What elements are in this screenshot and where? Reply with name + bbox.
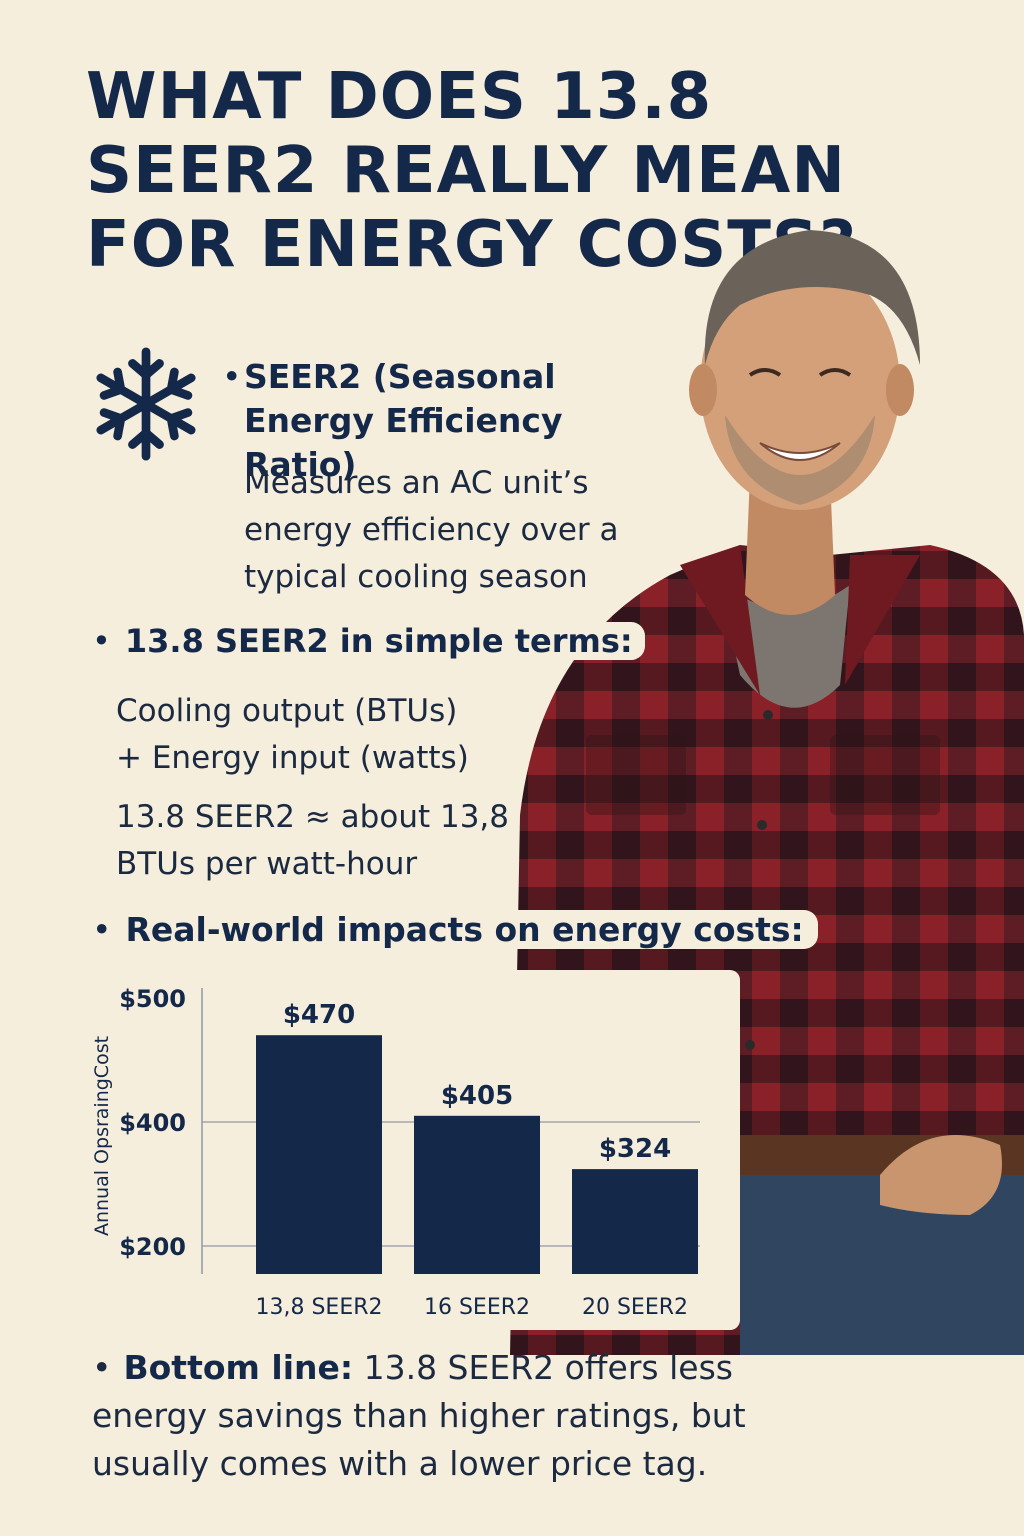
bullet-dot: • <box>92 910 112 949</box>
x-tick-label: 13,8 SEER2 <box>255 1295 382 1320</box>
bullet-dot: • <box>222 357 242 396</box>
x-tick-label: 20 SEER2 <box>582 1295 688 1320</box>
bar-value-label: $324 <box>599 1134 671 1164</box>
bar-value-label: $470 <box>283 1000 355 1030</box>
snowflake-icon <box>88 347 204 465</box>
simple-terms-heading: • 13.8 SEER2 in simple terms: <box>92 622 645 660</box>
bar-value-label: $405 <box>441 1081 513 1111</box>
seer-definition-body: Measures an AC unit’s energy efficiency … <box>244 465 619 596</box>
bullet-dot: • <box>92 622 111 660</box>
formula-line-1: Cooling output (BTUs) <box>116 693 458 729</box>
formula-line-2: + Energy input (watts) <box>116 739 469 776</box>
bar <box>414 1115 540 1274</box>
bar <box>572 1169 698 1274</box>
x-tick-label: 16 SEER2 <box>424 1295 530 1320</box>
result-line-2: BTUs per watt-hour <box>116 845 418 882</box>
y-axis-label: Annual OpsraingCost <box>91 1036 113 1236</box>
simple-terms-result: 13.8 SEER2 ≈ about 13,8 BTUs per watt-ho… <box>116 794 516 887</box>
bottom-line-label: Bottom line: <box>123 1348 354 1387</box>
result-line-1: 13.8 SEER2 ≈ about 13,8 <box>116 799 509 835</box>
bottom-line: • Bottom line: 13.8 SEER2 offers less ene… <box>92 1344 772 1488</box>
bar <box>256 1035 382 1274</box>
bullet-dot: • <box>92 1348 112 1387</box>
simple-terms-formula: Cooling output (BTUs) + Energy input (wa… <box>116 688 516 781</box>
impacts-heading: • Real-world impacts on energy costs: <box>92 910 818 949</box>
y-tick-label: $400 <box>119 1109 186 1137</box>
energy-cost-bar-chart: $500 $400 $200 Annual OpsraingCost $470 13,8 … <box>80 970 740 1330</box>
seer-definition-heading: • SEER2 (Seasonal Energy Efficiency Rati… <box>222 357 563 484</box>
y-tick-label: $500 <box>119 985 186 1013</box>
page-title: WHAT DOES 13.8 SEER2 REALLY MEAN FOR ENE… <box>86 60 858 283</box>
y-tick-label: $200 <box>119 1233 186 1261</box>
bottom-line-text: 13.8 SEER2 offers less energy savings th… <box>92 1348 746 1483</box>
